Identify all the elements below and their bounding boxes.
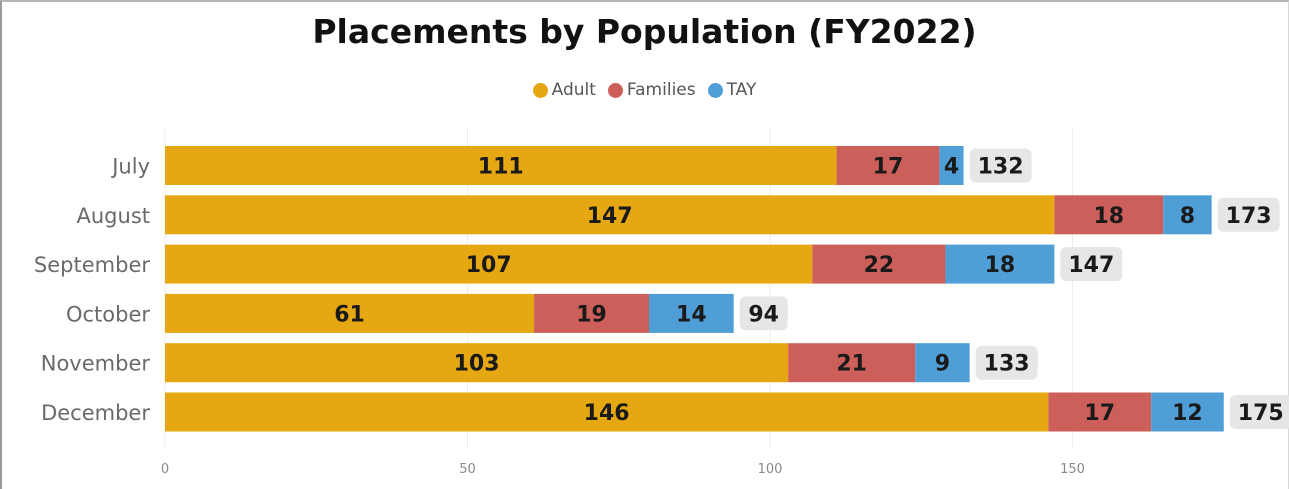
- bar-adult-october: [165, 293, 535, 333]
- legend-label-adult: Adult: [551, 80, 596, 100]
- bar-families-november: [788, 343, 916, 383]
- data-label-tay-august: 8: [1180, 204, 1195, 229]
- data-label-families-july: 17: [873, 155, 904, 180]
- data-label-tay-october: 14: [676, 302, 707, 327]
- total-label-august: 173: [1226, 204, 1272, 229]
- legend-swatch-tay: [707, 82, 723, 98]
- category-label-september: September: [34, 253, 150, 277]
- legend-item-adult: Adult: [532, 80, 596, 100]
- total-box-november: [975, 345, 1038, 380]
- data-label-adult-december: 146: [584, 401, 630, 426]
- bar-families-september: [812, 244, 946, 284]
- bar-families-december: [1048, 392, 1152, 432]
- legend-label-families: Families: [626, 80, 696, 100]
- data-label-families-november: 21: [836, 352, 867, 377]
- data-label-adult-august: 147: [587, 204, 633, 229]
- total-box-december: [1229, 395, 1289, 429]
- bar-tay-august: [1163, 195, 1212, 235]
- category-label-november: November: [41, 352, 151, 376]
- legend-swatch-families: [607, 82, 623, 98]
- bar-adult-december: [165, 392, 1049, 432]
- legend-item-tay: TAY: [707, 80, 757, 100]
- data-label-tay-september: 18: [985, 253, 1016, 278]
- chart-title: Placements by Population (FY2022): [312, 12, 977, 51]
- data-label-tay-december: 12: [1172, 401, 1203, 426]
- data-label-adult-november: 103: [454, 352, 500, 377]
- data-label-tay-november: 9: [935, 352, 950, 377]
- legend-swatch-adult: [532, 82, 548, 98]
- total-box-september: [1060, 247, 1123, 282]
- category-label-october: October: [66, 302, 150, 326]
- category-label-august: August: [77, 204, 151, 228]
- x-tick-label-150: 150: [1060, 462, 1085, 477]
- total-box-august: [1217, 197, 1280, 232]
- total-label-july: 132: [978, 155, 1024, 180]
- total-label-october: 94: [748, 302, 779, 327]
- bar-tay-december: [1151, 392, 1224, 432]
- category-label-july: July: [110, 155, 150, 179]
- bar-adult-september: [165, 244, 813, 284]
- data-label-families-october: 19: [576, 302, 607, 327]
- bar-adult-july: [165, 146, 837, 185]
- total-box-july: [969, 148, 1032, 183]
- chart-legend: Adult Families TAY: [0, 80, 1289, 100]
- bar-adult-august: [165, 195, 1055, 235]
- data-label-families-september: 22: [864, 253, 895, 278]
- bar-adult-november: [165, 343, 789, 383]
- total-label-september: 147: [1068, 253, 1114, 278]
- total-label-november: 133: [984, 352, 1030, 377]
- total-label-december: 175: [1238, 401, 1284, 426]
- x-tick-label-50: 50: [459, 462, 476, 477]
- x-tick-label-100: 100: [758, 462, 783, 477]
- data-label-tay-july: 4: [944, 155, 959, 180]
- data-label-adult-september: 107: [466, 253, 512, 278]
- data-label-families-august: 18: [1093, 204, 1124, 229]
- bar-tay-july: [939, 146, 964, 185]
- data-label-adult-october: 61: [334, 302, 365, 327]
- bar-families-july: [836, 146, 940, 185]
- bar-tay-october: [649, 293, 734, 333]
- bar-tay-september: [945, 244, 1055, 284]
- category-label-december: December: [41, 401, 150, 425]
- data-label-adult-july: 111: [478, 155, 524, 180]
- bar-tay-november: [915, 343, 970, 383]
- bar-families-october: [534, 293, 649, 333]
- bar-families-august: [1054, 195, 1164, 235]
- total-box-october: [739, 296, 788, 331]
- legend-item-families: Families: [607, 80, 696, 100]
- x-tick-label-0: 0: [161, 462, 169, 477]
- data-label-families-december: 17: [1084, 401, 1115, 426]
- legend-label-tay: TAY: [726, 80, 757, 100]
